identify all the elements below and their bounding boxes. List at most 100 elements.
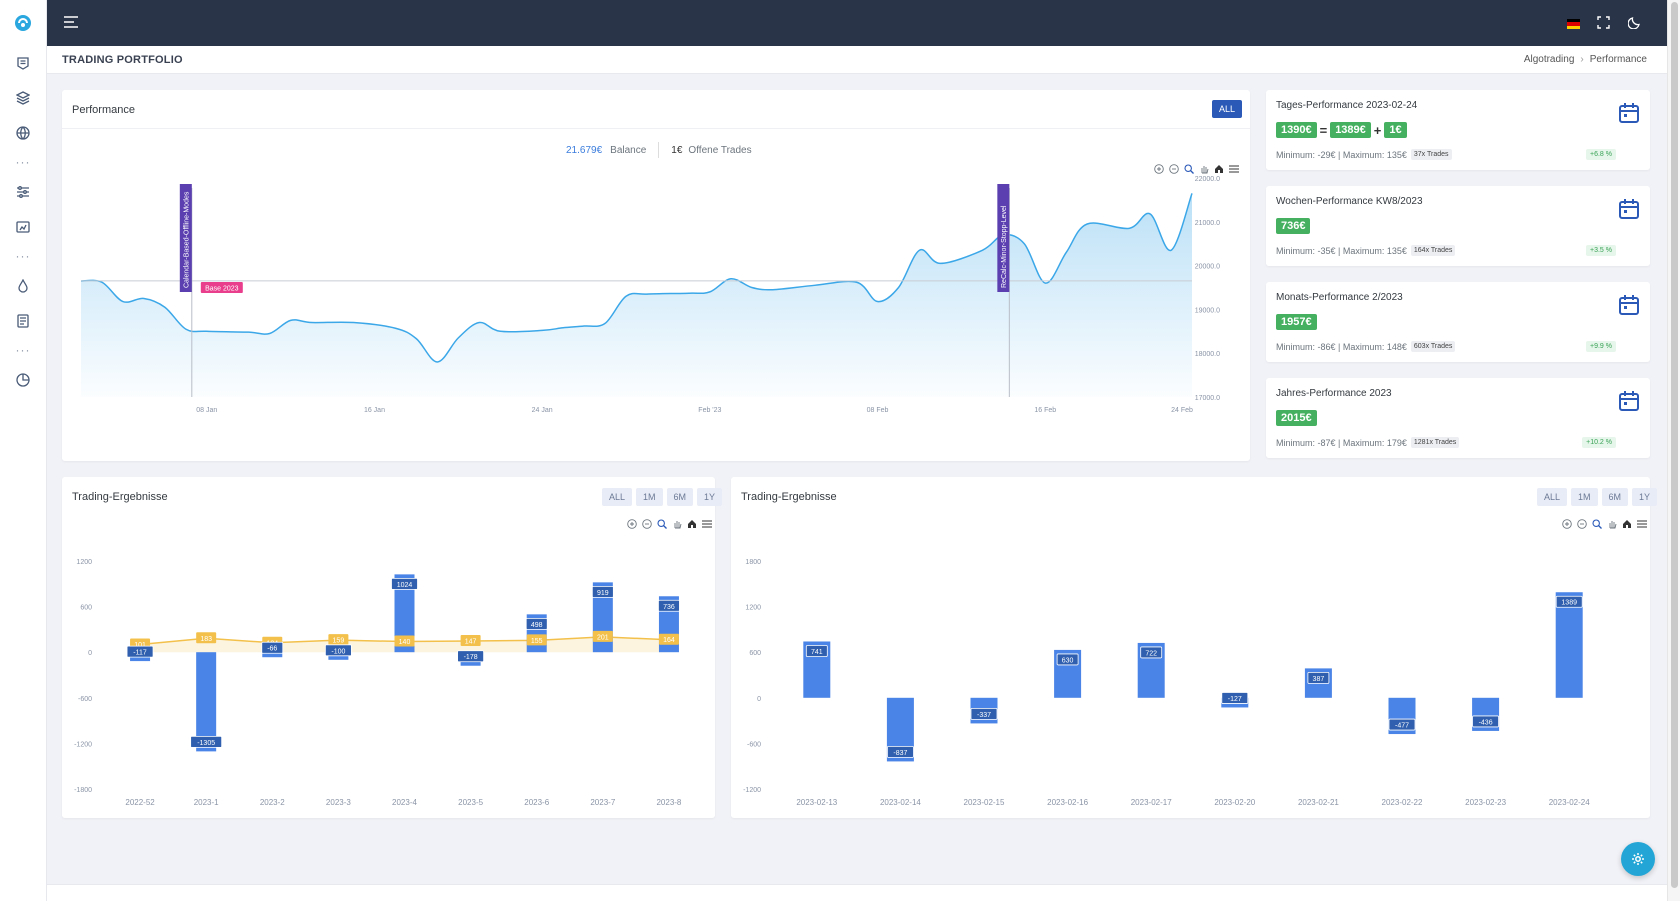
y-tick-label: -600 bbox=[747, 741, 761, 748]
gear-icon bbox=[1632, 853, 1644, 865]
chart-folder-icon[interactable] bbox=[14, 218, 32, 236]
y-tick-label: 1200 bbox=[745, 605, 761, 612]
weekly-results-chart[interactable]: 1200 600 0 -600 -1200 -1800 2022-52 2023-1 2023-… bbox=[62, 527, 715, 817]
result-label-bg bbox=[391, 577, 418, 590]
result-bar bbox=[394, 574, 415, 653]
range-1m-button[interactable]: 1M bbox=[636, 488, 663, 506]
fullscreen-icon[interactable] bbox=[1597, 16, 1610, 32]
breadcrumb-algotrading[interactable]: Algotrading bbox=[1523, 54, 1575, 65]
moon-icon[interactable] bbox=[1627, 16, 1641, 32]
home-reset-icon[interactable] bbox=[687, 519, 697, 529]
trades-label-bg bbox=[526, 634, 547, 646]
calendar-icon[interactable] bbox=[1618, 390, 1640, 412]
x-tick-label: 2023-02-23 bbox=[1465, 798, 1506, 807]
perf-minmax-text: Minimum: -35€ | Maximum: 135€ bbox=[1276, 245, 1407, 256]
calendar-icon[interactable] bbox=[1618, 102, 1640, 124]
trades-count-badge: 37x Trades bbox=[1410, 149, 1452, 160]
perf-total-badge: 736€ bbox=[1276, 218, 1311, 234]
x-tick-label: Feb '23 bbox=[698, 407, 721, 414]
zoom-out-icon[interactable] bbox=[1169, 164, 1179, 174]
result-data-label: -127 bbox=[1228, 696, 1242, 703]
range-6m-button[interactable]: 6M bbox=[1601, 488, 1629, 506]
y-tick-label: 17000.0 bbox=[1195, 395, 1220, 402]
range-all-button[interactable]: ALL bbox=[1537, 488, 1568, 506]
zoom-in-icon[interactable] bbox=[627, 519, 637, 529]
y-tick-label: 20000.0 bbox=[1195, 264, 1220, 271]
zoom-select-icon[interactable] bbox=[1592, 519, 1602, 529]
y-tick-label: 600 bbox=[749, 650, 761, 657]
range-all-button[interactable]: ALL bbox=[602, 488, 633, 506]
range-6m-button[interactable]: 6M bbox=[666, 488, 694, 506]
x-tick-label: 2023-02-22 bbox=[1382, 798, 1423, 807]
logo-icon[interactable] bbox=[14, 14, 32, 32]
globe-icon[interactable] bbox=[14, 124, 32, 142]
home-reset-icon[interactable] bbox=[1622, 519, 1632, 529]
pan-hand-icon[interactable] bbox=[672, 519, 682, 529]
chart-menu-icon[interactable] bbox=[1637, 519, 1647, 529]
balance-summary: 21.679€ Balance 1€ Offene Trades bbox=[566, 142, 752, 158]
pan-hand-icon[interactable] bbox=[1199, 164, 1209, 174]
result-label-bg bbox=[190, 735, 223, 748]
zoom-select-icon[interactable] bbox=[1184, 164, 1194, 174]
menu-icon[interactable] bbox=[64, 16, 78, 31]
x-tick-label: 2023-02-17 bbox=[1131, 798, 1172, 807]
footer bbox=[47, 884, 1667, 901]
perf-card: Monats-Performance 2/2023 1957€ Minimum: -… bbox=[1266, 282, 1650, 362]
shield-icon[interactable] bbox=[14, 54, 32, 72]
perf-card-title: Wochen-Performance KW8/2023 bbox=[1276, 196, 1423, 207]
x-tick-label: 2023-8 bbox=[656, 798, 681, 807]
zoom-out-icon[interactable] bbox=[642, 519, 652, 529]
layers-icon[interactable] bbox=[14, 89, 32, 107]
breadcrumb-performance: Performance bbox=[1589, 54, 1647, 65]
range-all-button[interactable]: ALL bbox=[1212, 100, 1243, 118]
result-label-bg bbox=[261, 641, 284, 654]
perf-total-badge: 2015€ bbox=[1276, 410, 1317, 426]
calendar-icon[interactable] bbox=[1618, 198, 1640, 220]
pan-hand-icon[interactable] bbox=[1607, 519, 1617, 529]
page-scrollbar[interactable] bbox=[1667, 0, 1680, 901]
zoom-in-icon[interactable] bbox=[1562, 519, 1572, 529]
zoom-select-icon[interactable] bbox=[657, 519, 667, 529]
perf-minmax: Minimum: -29€ | Maximum: 135€ 37x Trades bbox=[1276, 149, 1452, 160]
result-data-label: -117 bbox=[133, 650, 147, 657]
x-tick-label: 16 Feb bbox=[1034, 407, 1056, 414]
equals-sign: = bbox=[1319, 122, 1328, 138]
sliders-icon[interactable] bbox=[14, 183, 32, 201]
result-label-bg bbox=[324, 644, 352, 657]
trades-label-bg bbox=[592, 630, 613, 642]
result-label-bg bbox=[126, 645, 154, 658]
result-label-bg bbox=[525, 617, 548, 630]
perf-card: Wochen-Performance KW8/2023 736€ Minimum: … bbox=[1266, 186, 1650, 266]
zoom-in-icon[interactable] bbox=[1154, 164, 1164, 174]
weekly-range-group: ALL 1M 6M 1Y bbox=[602, 488, 723, 506]
y-tick-label: -600 bbox=[78, 696, 92, 703]
de-flag-icon[interactable] bbox=[1567, 19, 1580, 29]
home-reset-icon[interactable] bbox=[1214, 164, 1224, 174]
y-tick-label: 1800 bbox=[745, 559, 761, 566]
x-tick-label: 2023-02-21 bbox=[1298, 798, 1339, 807]
result-data-label: -178 bbox=[464, 654, 478, 661]
pie-chart-icon[interactable] bbox=[14, 371, 32, 389]
chart-menu-icon[interactable] bbox=[1229, 164, 1239, 174]
zoom-out-icon[interactable] bbox=[1577, 519, 1587, 529]
result-data-label: 1024 bbox=[397, 582, 413, 589]
trades-data-label: 201 bbox=[597, 634, 609, 641]
performance-chart[interactable]: 22000.0 21000.0 20000.0 19000.0 18000.0 17000… bbox=[62, 168, 1250, 468]
perf-minmax: Minimum: -87€ | Maximum: 179€ 1281x Trade… bbox=[1276, 437, 1460, 448]
trades-data-label: 140 bbox=[399, 639, 411, 646]
settings-fab-button[interactable] bbox=[1621, 842, 1655, 876]
perf-total-badge: 1957€ bbox=[1276, 314, 1317, 330]
perf-part-badge: 1€ bbox=[1384, 122, 1407, 138]
document-icon[interactable] bbox=[14, 312, 32, 330]
scrollbar-thumb[interactable] bbox=[1671, 2, 1678, 888]
daily-results-chart[interactable]: 1800 1200 600 0 -600 -1200 2023-02-13 2023-02-1… bbox=[731, 527, 1650, 817]
range-1m-button[interactable]: 1M bbox=[1571, 488, 1598, 506]
perf-values-row: 736€ bbox=[1276, 218, 1311, 234]
result-label-bg bbox=[1221, 692, 1249, 704]
calendar-icon[interactable] bbox=[1618, 294, 1640, 316]
range-1y-button[interactable]: 1Y bbox=[697, 488, 723, 506]
chart-menu-icon[interactable] bbox=[702, 519, 712, 529]
y-tick-label: 19000.0 bbox=[1195, 307, 1220, 314]
drop-icon[interactable] bbox=[14, 277, 32, 295]
range-1y-button[interactable]: 1Y bbox=[1632, 488, 1658, 506]
